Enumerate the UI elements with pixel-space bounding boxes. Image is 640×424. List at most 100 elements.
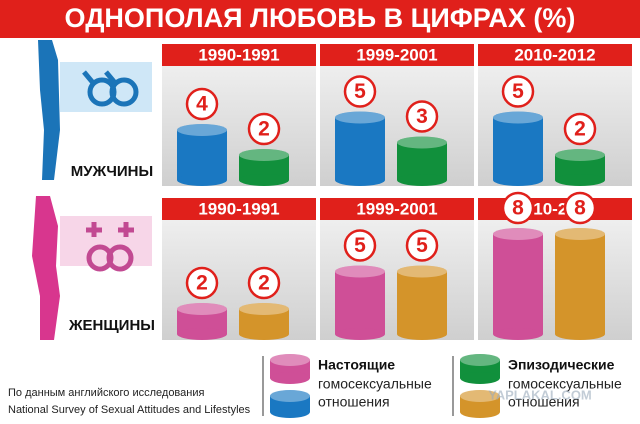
cylinder-top — [335, 265, 385, 278]
cylinder-top-shine — [397, 136, 447, 149]
watermark: YAPLAKAL.COM — [488, 387, 592, 402]
value-badge — [501, 191, 535, 225]
title: ОДНОПОЛАЯ ЛЮБОВЬ В ЦИФРАХ (%) — [65, 3, 576, 33]
cylinder-top-shine — [270, 354, 310, 366]
cylinder-top-shine — [335, 265, 385, 278]
cylinder-bottom — [270, 406, 310, 418]
man-silhouette — [38, 40, 60, 180]
value-badge — [563, 112, 597, 146]
cylinder-top — [335, 111, 385, 124]
source-line: По данным английского исследования — [8, 387, 204, 399]
bar — [335, 111, 385, 186]
value-badge — [405, 100, 439, 133]
bar — [177, 303, 227, 340]
bar — [555, 149, 605, 186]
cylinder-top-shine — [555, 228, 605, 240]
value-badge — [247, 266, 281, 300]
cylinder-top — [493, 228, 543, 240]
value-badge — [185, 266, 219, 300]
value-label: 5 — [354, 234, 366, 257]
value-label: 5 — [512, 80, 524, 103]
cylinder-top — [177, 303, 227, 315]
value-badge — [563, 191, 597, 225]
cylinder-top — [555, 149, 605, 161]
row-label: МУЖЧИНЫ — [71, 163, 153, 180]
cylinder-body — [493, 117, 543, 180]
panel-header — [320, 198, 474, 220]
cylinder-body — [177, 130, 227, 180]
cylinder-top — [177, 124, 227, 136]
value-label: 3 — [416, 105, 428, 128]
cylinder-top — [239, 149, 289, 161]
cylinder-bottom — [460, 406, 500, 418]
cylinder-body — [397, 271, 447, 334]
value-label: 8 — [512, 197, 524, 220]
cylinder-bottom — [270, 372, 310, 384]
cylinder-bottom — [335, 174, 385, 186]
cylinder-bottom — [335, 328, 385, 340]
legend-text: отношения — [508, 394, 580, 410]
cylinder-body — [397, 142, 447, 180]
value-badge — [405, 229, 439, 262]
cylinder-bottom — [397, 174, 447, 186]
legend-text: отношения — [318, 394, 390, 410]
bar — [397, 265, 447, 340]
woman-silhouette — [32, 196, 60, 340]
cylinder-top — [555, 228, 605, 240]
bar — [177, 124, 227, 186]
cylinder-top — [397, 265, 447, 278]
cylinder-bottom — [177, 328, 227, 340]
cylinder-bottom — [239, 174, 289, 186]
cylinder-top-shine — [270, 390, 310, 402]
value-label: 5 — [416, 234, 428, 257]
cylinder-bottom — [177, 174, 227, 186]
bar — [493, 111, 543, 186]
panel-header — [162, 44, 316, 66]
cylinder-top-shine — [239, 149, 289, 161]
value-label: 5 — [354, 80, 366, 103]
cylinder-top — [493, 111, 543, 124]
cylinder-top-shine — [460, 354, 500, 366]
cylinder-top-shine — [555, 149, 605, 161]
legend-text: гомосексуальные — [318, 376, 432, 392]
cylinder-body — [555, 234, 605, 334]
legend-swatch — [270, 390, 310, 418]
cylinder-top — [397, 136, 447, 149]
bar — [239, 303, 289, 340]
value-badge — [343, 229, 377, 262]
value-label: 2 — [258, 272, 270, 295]
cylinder-bottom — [460, 372, 500, 384]
panel-title: 2010-2012 — [514, 45, 595, 64]
cylinder-top — [239, 303, 289, 315]
title-bar — [0, 0, 640, 38]
cylinder-top-shine — [397, 265, 447, 278]
cylinder-top-shine — [493, 228, 543, 240]
value-label: 2 — [574, 118, 586, 141]
legend-swatch — [460, 354, 500, 384]
value-label: 4 — [196, 93, 208, 116]
row-label: ЖЕНЩИНЫ — [68, 317, 155, 334]
cylinder-top — [270, 390, 310, 402]
bar — [397, 136, 447, 186]
value-badge — [247, 112, 281, 146]
value-label: 2 — [258, 118, 270, 141]
legend-title: Настоящие — [318, 357, 395, 373]
cylinder-top — [270, 354, 310, 366]
cylinder-top-shine — [460, 390, 500, 402]
bar — [493, 228, 543, 340]
bar — [239, 149, 289, 186]
cylinder-body — [493, 234, 543, 334]
cylinder-body — [335, 117, 385, 180]
cylinder-body — [335, 271, 385, 334]
panel-title: 1999-2001 — [356, 45, 437, 64]
panel-header — [162, 198, 316, 220]
cylinder-top-shine — [177, 124, 227, 136]
value-badge — [185, 87, 219, 121]
legend-text: гомосексуальные — [508, 376, 622, 392]
panel-header — [320, 44, 474, 66]
source-line: National Survey of Sexual Attitudes and … — [8, 404, 251, 416]
male-symbol — [82, 70, 139, 107]
cylinder-top-shine — [177, 303, 227, 315]
cylinder-bottom — [555, 174, 605, 186]
